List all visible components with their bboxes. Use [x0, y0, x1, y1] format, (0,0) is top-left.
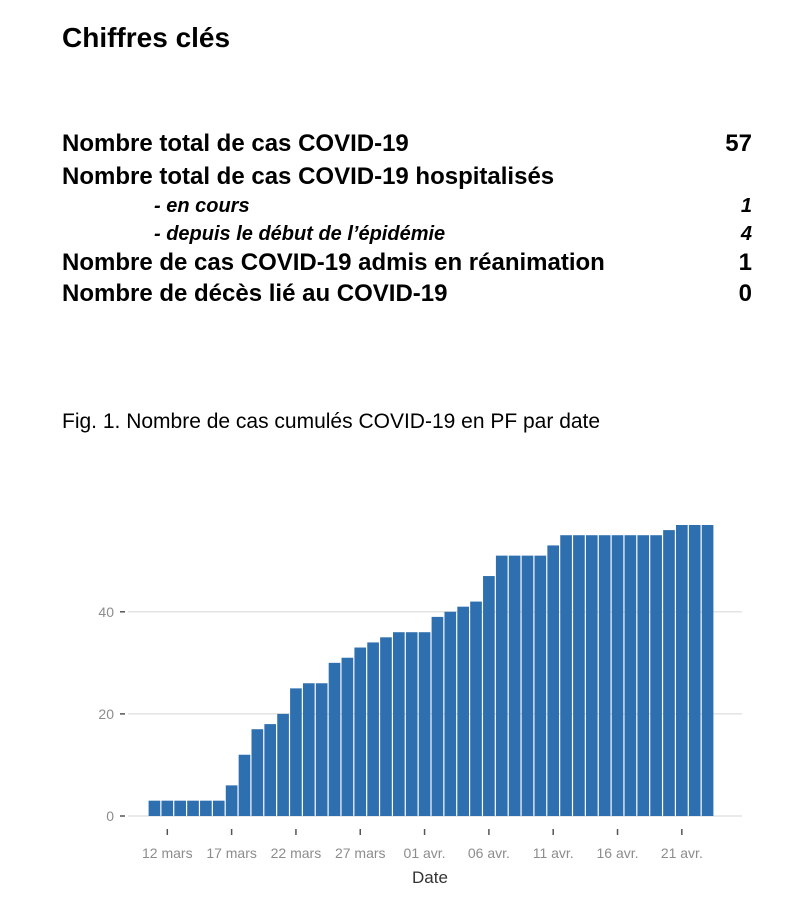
bar — [457, 606, 469, 816]
stat-value: 1 — [740, 195, 752, 217]
y-tick-label: 40 — [98, 604, 114, 620]
bar — [431, 616, 444, 816]
x-tick-label: 12 mars — [142, 845, 193, 861]
bar — [225, 785, 238, 816]
bar — [598, 535, 611, 816]
stat-value: 1 — [738, 249, 752, 276]
bar — [573, 535, 585, 816]
bar — [405, 632, 418, 816]
bar — [380, 637, 392, 816]
bar — [277, 713, 289, 816]
bar — [161, 800, 174, 816]
x-tick-label: 27 mars — [335, 845, 386, 861]
bar — [611, 535, 624, 816]
bar — [302, 683, 315, 816]
x-axis-title: Date — [412, 868, 448, 887]
bar — [393, 632, 405, 816]
x-tick-label: 16 avr. — [597, 845, 639, 861]
y-tick-label: 0 — [106, 808, 114, 824]
figure-caption: Fig. 1. Nombre de cas cumulés COVID-19 e… — [62, 410, 601, 433]
cumulative-cases-chart: 0 20 40 12 mars 17 mars 22 mars 27 mars 01 avr… — [98, 525, 742, 887]
bar — [328, 662, 341, 816]
bar — [637, 535, 650, 816]
bar — [315, 683, 328, 816]
bar — [534, 555, 547, 816]
bar — [508, 555, 521, 816]
y-tick-label: 20 — [98, 706, 114, 722]
bar — [174, 800, 186, 816]
x-tick-label: 06 avr. — [468, 845, 510, 861]
x-axis: 12 mars 17 mars 22 mars 27 mars 01 avr. 06 av… — [142, 829, 703, 861]
x-tick-label: 11 avr. — [533, 845, 574, 861]
stat-value: 0 — [738, 280, 752, 307]
y-axis: 0 20 40 — [98, 604, 125, 824]
bar — [290, 688, 302, 816]
bar — [238, 754, 251, 816]
bar — [624, 535, 637, 816]
bar — [187, 800, 199, 816]
stat-label: Nombre total de cas COVID-19 — [62, 130, 409, 157]
bar — [560, 535, 572, 816]
stat-label: Nombre total de cas COVID-19 hospitalisé… — [62, 163, 555, 190]
stat-label: - en cours — [154, 195, 250, 217]
bar — [341, 657, 354, 816]
bar — [521, 555, 534, 816]
bar — [547, 545, 560, 816]
x-tick-label: 01 avr. — [404, 845, 446, 861]
stat-label: Nombre de décès lié au COVID-19 — [62, 280, 448, 307]
bar — [148, 800, 161, 816]
bar — [650, 535, 662, 816]
x-tick-label: 22 mars — [271, 845, 322, 861]
bar — [701, 525, 714, 816]
bar — [663, 530, 675, 816]
bar — [483, 576, 495, 816]
stat-value: 4 — [740, 223, 752, 245]
page-title: Chiffres clés — [62, 22, 231, 53]
bar — [585, 535, 598, 816]
bar — [354, 647, 367, 816]
bar — [251, 729, 264, 816]
bar — [688, 525, 701, 816]
bar — [444, 611, 457, 816]
stat-value: 57 — [725, 130, 752, 157]
bar — [676, 525, 688, 816]
bar — [495, 555, 508, 816]
bar — [470, 601, 482, 816]
bars — [148, 525, 714, 816]
bar — [200, 800, 212, 816]
stat-label: - depuis le début de l’épidémie — [154, 223, 446, 245]
stat-label: Nombre de cas COVID-19 admis en réanimat… — [62, 249, 605, 276]
bar — [367, 642, 379, 816]
x-tick-label: 17 mars — [206, 845, 257, 861]
bar — [264, 724, 277, 816]
x-tick-label: 21 avr. — [661, 845, 703, 861]
bar — [212, 800, 225, 816]
bar — [418, 632, 431, 816]
